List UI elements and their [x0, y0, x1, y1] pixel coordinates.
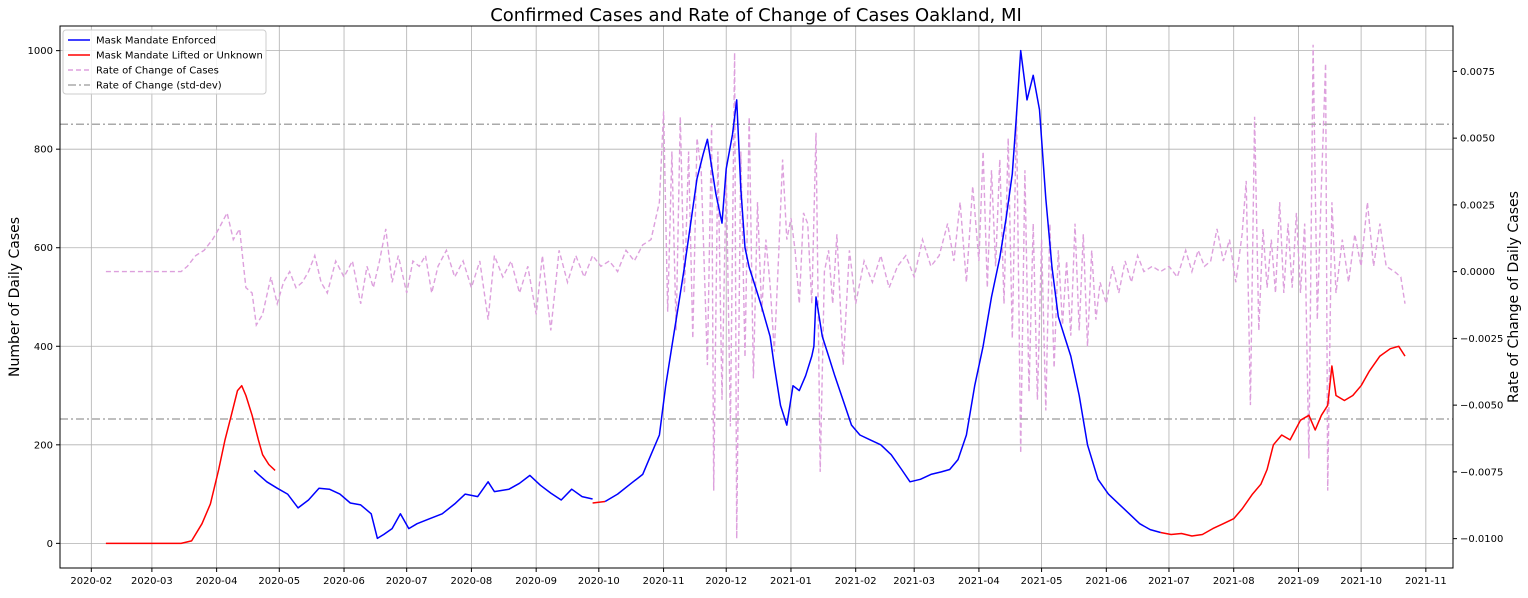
series-mask-mandate-enforced — [604, 49, 1161, 534]
y2-tick-label: 0.0000 — [1460, 267, 1495, 278]
x-tick-label: 2020-03 — [131, 576, 173, 587]
y2-tick-label: 0.0050 — [1460, 134, 1495, 145]
y-tick-label: 600 — [34, 243, 53, 254]
grid-layer — [60, 26, 1453, 568]
x-tick-label: 2021-10 — [1340, 576, 1382, 587]
x-tick-label: 2021-02 — [835, 576, 877, 587]
series-rate-of-change-of-cases — [105, 44, 1406, 539]
y2-tick-label: −0.0075 — [1460, 467, 1503, 478]
x-tick-label: 2020-05 — [258, 576, 300, 587]
x-tick-label: 2020-04 — [196, 576, 238, 587]
chart-title: Confirmed Cases and Rate of Change of Ca… — [490, 5, 1022, 26]
axis-layer: 2020-02 2020-03 2020-04 2020-05 2020-06 2020-… — [28, 46, 1504, 587]
x-tick-label: 2021-05 — [1021, 576, 1063, 587]
x-tick-label: 2021-09 — [1278, 576, 1320, 587]
x-tick-label: 2021-11 — [1405, 576, 1447, 587]
x-tick-label: 2021-08 — [1213, 576, 1255, 587]
x-tick-label: 2020-08 — [451, 576, 493, 587]
x-tick-label: 2020-12 — [705, 576, 747, 587]
y2-axis-label: Rate of Change of Daily Cases — [1506, 191, 1522, 403]
y-axis-label: Number of Daily Cases — [7, 217, 23, 377]
y-tick-label: 800 — [34, 145, 53, 156]
legend-label: Rate of Change of Cases — [96, 66, 219, 77]
series-layer — [60, 44, 1453, 545]
y-tick-label: 400 — [34, 342, 53, 353]
y2-tick-label: −0.0050 — [1460, 401, 1503, 412]
legend-label: Mask Mandate Lifted or Unknown — [96, 51, 263, 62]
series-mask-mandate-lifted-or-unknown — [1160, 345, 1406, 537]
legend-box — [62, 29, 267, 95]
x-tick-label: 2021-07 — [1148, 576, 1190, 587]
y2-tick-label: −0.0100 — [1460, 534, 1503, 545]
y2-tick-label: 0.0025 — [1460, 200, 1495, 211]
series-mask-mandate-lifted-or-unknown — [592, 500, 606, 504]
x-tick-label: 2020-11 — [643, 576, 685, 587]
legend-label: Mask Mandate Enforced — [96, 36, 216, 47]
y-tick-label: 200 — [34, 440, 53, 451]
plot-frame — [59, 25, 1454, 569]
x-tick-label: 2020-10 — [578, 576, 620, 587]
y2-tick-label: 0.0075 — [1460, 67, 1495, 78]
x-tick-label: 2021-04 — [958, 576, 1000, 587]
y-tick-label: 1000 — [28, 46, 53, 57]
x-tick-label: 2020-06 — [323, 576, 365, 587]
series-mask-mandate-lifted-or-unknown — [105, 384, 276, 545]
legend-label: Rate of Change (std-dev) — [96, 81, 222, 92]
x-tick-label: 2021-03 — [893, 576, 935, 587]
x-tick-label: 2021-06 — [1085, 576, 1127, 587]
y-tick-label: 0 — [47, 539, 53, 550]
legend: Mask Mandate Enforced Mask Mandate Lifted… — [62, 29, 267, 95]
y2-tick-label: −0.0025 — [1460, 334, 1503, 345]
x-tick-label: 2020-02 — [70, 576, 112, 587]
series-mask-mandate-enforced — [253, 469, 593, 540]
x-tick-label: 2021-01 — [770, 576, 812, 587]
x-tick-label: 2020-07 — [386, 576, 428, 587]
x-tick-label: 2020-09 — [515, 576, 557, 587]
